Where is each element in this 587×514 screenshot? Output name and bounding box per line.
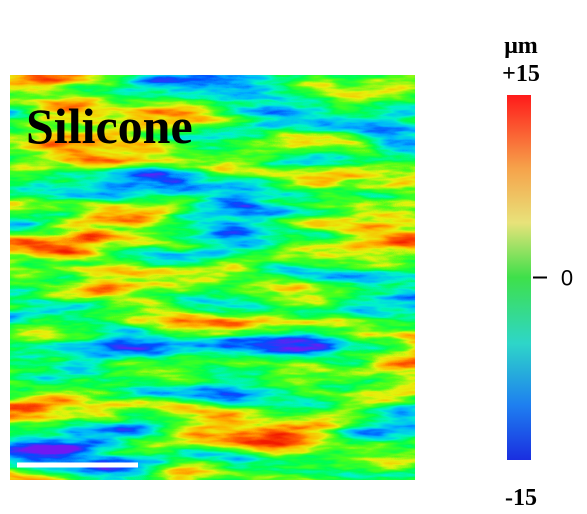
panel-label: Silicone <box>26 98 193 154</box>
colorbar <box>507 95 531 460</box>
colorbar-unit: μm <box>504 33 538 59</box>
height-map <box>10 75 415 480</box>
colorbar-tick-label: -15 <box>505 485 537 511</box>
colorbar-tick-label: 0 <box>561 266 573 291</box>
colorbar-tick-label: +15 <box>502 61 540 87</box>
